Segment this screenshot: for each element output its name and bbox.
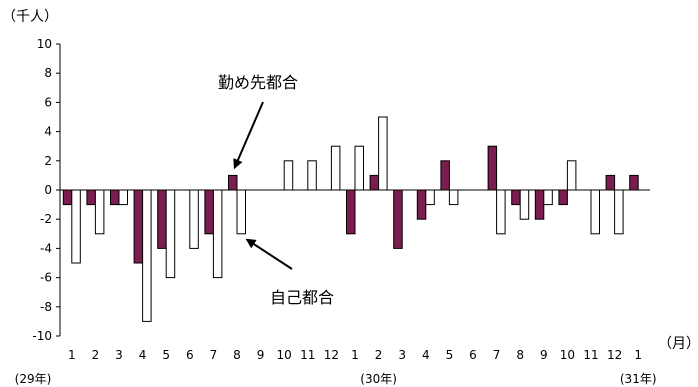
bar-employer — [440, 160, 450, 191]
bar-voluntary — [566, 160, 577, 191]
bar-employer — [346, 189, 356, 235]
x-tick-label: 4 — [139, 348, 147, 362]
bar-employer — [86, 189, 96, 206]
axes — [59, 44, 650, 336]
bar-voluntary — [189, 189, 199, 249]
bar-employer — [511, 189, 521, 206]
bar-voluntary — [590, 189, 600, 235]
bar-voluntary — [142, 189, 152, 322]
bar-voluntary — [543, 189, 553, 206]
y-unit-label: （千人） — [2, 9, 58, 25]
annotation-employer-arrow — [233, 101, 264, 170]
bar-voluntary — [236, 189, 246, 235]
bar-voluntary — [307, 160, 317, 191]
bars — [62, 116, 639, 322]
year-label: (31年) — [620, 372, 657, 386]
annotation-employer: 勤め先都合 — [218, 73, 298, 92]
bar-voluntary — [354, 145, 364, 191]
x-tick-label: 4 — [422, 348, 430, 362]
bar-voluntary — [94, 189, 105, 235]
bar-employer — [416, 189, 427, 220]
bar-voluntary — [496, 189, 506, 235]
y-axis-ticks: -10 -8 -6 -4 -2 0 2 4 6 8 10 — [32, 37, 60, 343]
y-tick-label: 8 — [44, 66, 52, 80]
bar-voluntary — [71, 189, 81, 264]
x-tick-label: 10 — [277, 348, 292, 362]
x-tick-label: 5 — [446, 348, 454, 362]
y-tick-label: -6 — [40, 271, 52, 285]
bar-employer — [62, 189, 73, 206]
x-axis-ticks: 1 2 3 4 5 6 7 8 9 10 11 12 1 2 3 4 5 6 7 8 9 10 11 12 1 — [68, 348, 642, 362]
y-tick-label: -4 — [40, 241, 52, 255]
x-tick-label: 1 — [68, 348, 76, 362]
year-labels: (29年) (30年) (31年) — [15, 372, 657, 386]
bar-employer — [110, 189, 120, 206]
bar-employer — [157, 189, 167, 249]
x-tick-label: 7 — [493, 348, 501, 362]
bar-employer — [605, 174, 616, 191]
x-tick-label: 12 — [607, 348, 622, 362]
x-tick-label: 10 — [560, 348, 575, 362]
year-label: (30年) — [360, 372, 397, 386]
bar-employer — [369, 174, 380, 191]
x-tick-label: 1 — [634, 348, 642, 362]
bar-employer — [534, 189, 545, 220]
y-tick-label: -10 — [32, 329, 52, 343]
y-tick-label: 2 — [44, 154, 52, 168]
x-tick-label: 9 — [257, 348, 265, 362]
bar-voluntary — [330, 145, 341, 191]
bar-employer — [133, 189, 144, 264]
x-tick-label: 1 — [351, 348, 359, 362]
bar-employer — [228, 174, 238, 191]
year-label: (29年) — [15, 372, 52, 386]
x-unit-label: （月） — [658, 336, 698, 352]
bar-employer — [204, 189, 214, 235]
x-tick-label: 2 — [92, 348, 100, 362]
bar-employer — [629, 174, 639, 191]
bar-voluntary — [614, 189, 624, 235]
bar-voluntary — [165, 189, 176, 279]
y-tick-label: 0 — [44, 183, 52, 197]
bar-voluntary — [118, 189, 128, 206]
bar-voluntary — [425, 189, 435, 206]
bar-voluntary — [378, 116, 388, 191]
bar-employer — [558, 189, 568, 206]
x-tick-label: 8 — [233, 348, 241, 362]
x-tick-label: 9 — [540, 348, 548, 362]
bar-voluntary — [519, 189, 530, 220]
y-tick-label: -8 — [40, 300, 52, 314]
y-tick-label: 4 — [44, 125, 52, 139]
y-tick-label: -2 — [40, 212, 52, 226]
x-tick-label: 3 — [398, 348, 406, 362]
x-tick-label: 11 — [583, 348, 598, 362]
x-tick-label: 12 — [324, 348, 339, 362]
bar-voluntary — [212, 189, 223, 279]
x-tick-label: 5 — [162, 348, 170, 362]
x-tick-label: 11 — [300, 348, 315, 362]
x-tick-label: 3 — [115, 348, 123, 362]
x-tick-label: 2 — [375, 348, 383, 362]
x-tick-label: 8 — [516, 348, 524, 362]
y-tick-label: 10 — [37, 37, 52, 51]
x-tick-label: 6 — [186, 348, 194, 362]
y-tick-label: 6 — [44, 95, 52, 109]
annotation-voluntary-arrow — [245, 238, 293, 270]
x-tick-label: 7 — [210, 348, 218, 362]
x-tick-label: 6 — [469, 348, 477, 362]
bar-employer — [393, 189, 403, 249]
bar-voluntary — [283, 160, 294, 191]
bar-employer — [487, 145, 498, 191]
bar-voluntary — [448, 189, 459, 206]
annotation-voluntary: 自己都合 — [270, 288, 334, 307]
